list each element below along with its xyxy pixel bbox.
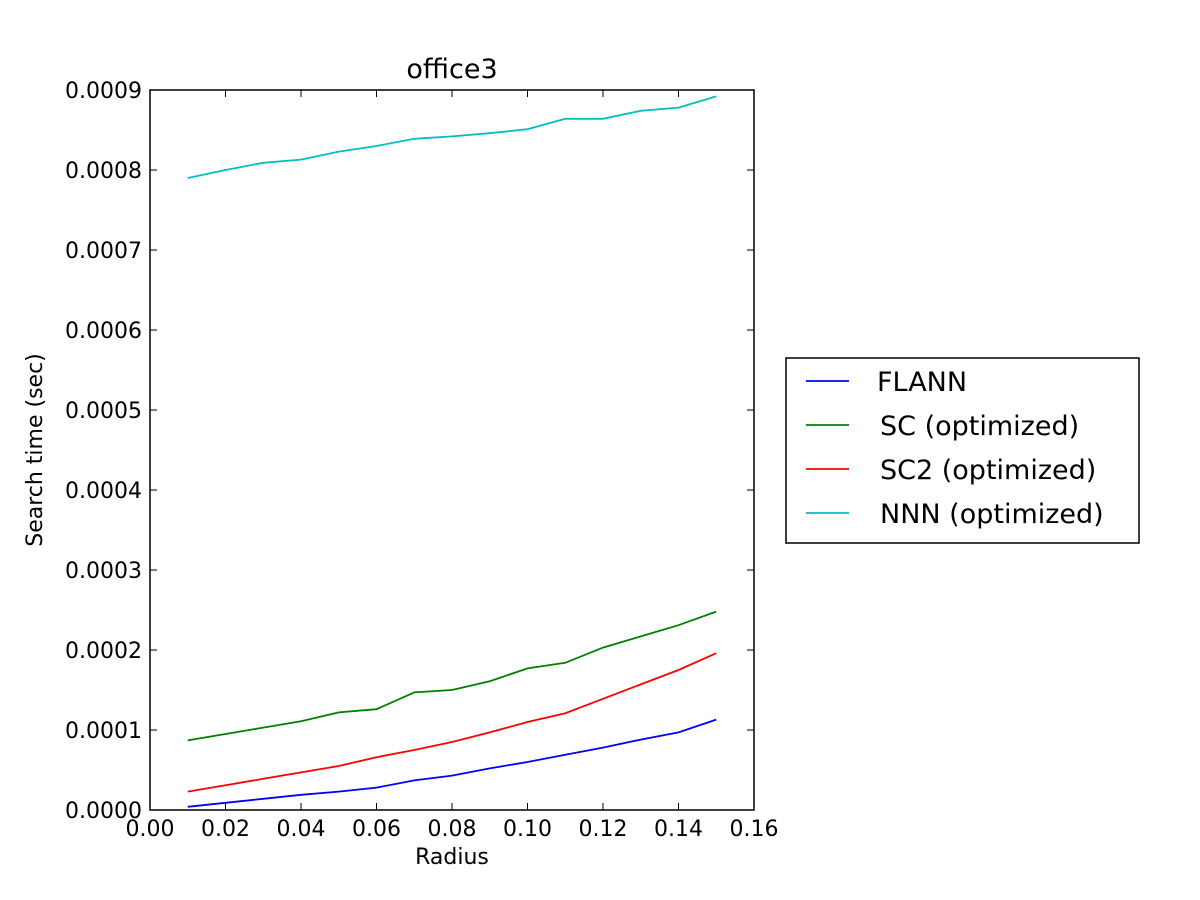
x-axis-label: Radius xyxy=(415,845,489,870)
legend-label: SC (optimized) xyxy=(880,411,1079,442)
legend-label: SC2 (optimized) xyxy=(880,455,1096,486)
chart-title: office3 xyxy=(406,54,497,85)
x-tick-label: 0.04 xyxy=(277,817,326,842)
legend: FLANN SC (optimized) SC2 (optimized) NNN (o… xyxy=(785,357,1140,544)
series-line-3 xyxy=(187,95,717,179)
x-tick-label: 0.10 xyxy=(503,817,552,842)
y-axis-ticks: 0.0000 0.0001 0.0002 0.0003 0.0004 0.0005 0.00… xyxy=(65,79,754,824)
x-axis-ticks: 0.00 0.02 0.04 0.06 0.08 0.10 0.12 0.14 0.16 xyxy=(126,90,779,842)
legend-label: NNN (optimized) xyxy=(880,499,1104,530)
series-line-1 xyxy=(187,610,717,742)
series-line-2 xyxy=(187,652,717,793)
x-tick-label: 0.14 xyxy=(654,817,703,842)
y-tick-label: 0.0002 xyxy=(65,639,142,664)
y-tick-label: 0.0001 xyxy=(65,719,142,744)
y-tick-label: 0.0008 xyxy=(65,159,142,184)
x-tick-label: 0.02 xyxy=(201,817,250,842)
x-tick-label: 0.08 xyxy=(428,817,477,842)
y-tick-label: 0.0007 xyxy=(65,239,142,264)
y-tick-label: 0.0009 xyxy=(65,79,142,104)
x-tick-label: 0.00 xyxy=(126,817,175,842)
y-tick-label: 0.0006 xyxy=(65,319,142,344)
series-line-0 xyxy=(187,718,717,808)
y-tick-label: 0.0005 xyxy=(65,399,142,424)
plot-area-frame xyxy=(149,89,755,811)
legend-label: FLANN xyxy=(877,367,967,398)
x-tick-label: 0.16 xyxy=(730,817,779,842)
y-axis-label: Search time (sec) xyxy=(23,353,48,547)
y-tick-label: 0.0000 xyxy=(65,799,142,824)
y-tick-label: 0.0003 xyxy=(65,559,142,584)
y-tick-label: 0.0004 xyxy=(65,479,142,504)
series-lines xyxy=(187,95,717,808)
x-tick-label: 0.12 xyxy=(579,817,628,842)
x-tick-label: 0.06 xyxy=(352,817,401,842)
